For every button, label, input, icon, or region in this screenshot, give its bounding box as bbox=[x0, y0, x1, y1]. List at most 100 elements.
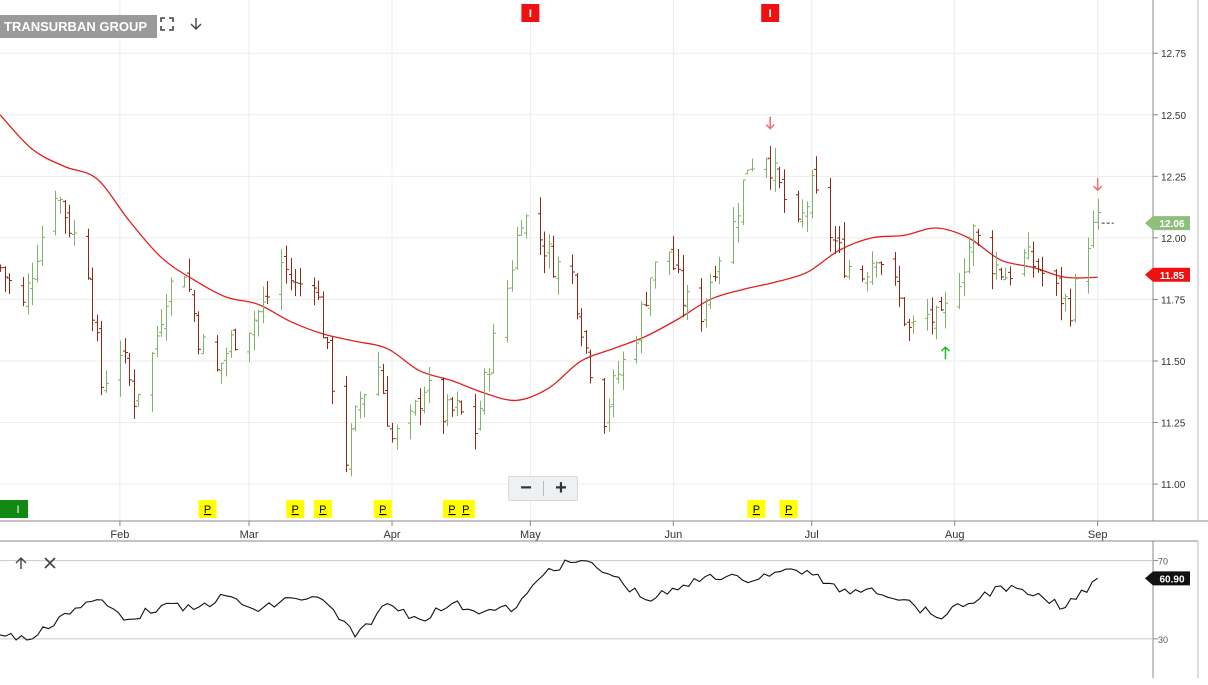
bottom-event-marker-label: P bbox=[462, 504, 469, 516]
ohlc-bar bbox=[293, 269, 298, 297]
ohlc-bar bbox=[911, 315, 916, 335]
expand-icon[interactable] bbox=[158, 17, 176, 35]
bottom-event-marker-label: P bbox=[319, 504, 326, 516]
ohlc-bar bbox=[902, 297, 907, 327]
ohlc-bar bbox=[284, 245, 289, 284]
ohlc-bar bbox=[418, 388, 423, 426]
bottom-event-marker-label: P bbox=[448, 504, 455, 516]
ohlc-bar bbox=[897, 265, 902, 308]
ohlc-bar bbox=[219, 362, 224, 384]
ohlc-bar bbox=[53, 190, 58, 236]
top-event-marker-box bbox=[761, 4, 780, 22]
symbol-title-badge[interactable]: TRANSURBAN GROUP bbox=[0, 15, 157, 38]
ohlc-bar bbox=[256, 309, 261, 337]
ohlc-bar bbox=[7, 273, 12, 295]
ohlc-bar bbox=[676, 248, 681, 274]
ohlc-bar bbox=[478, 400, 483, 431]
ohlc-bar bbox=[879, 261, 884, 275]
ohlc-bar bbox=[967, 236, 972, 274]
last-price-flag-text: 12.06 bbox=[1159, 219, 1184, 230]
indicator-value-flag-shape bbox=[1145, 571, 1190, 586]
ohlc-bar bbox=[90, 267, 95, 332]
ohlc-bar bbox=[588, 349, 593, 384]
ohlc-bar bbox=[538, 197, 543, 255]
bottom-event-marker: P bbox=[373, 500, 392, 518]
ohlc-bar bbox=[810, 169, 815, 219]
bottom-event-marker: P bbox=[198, 500, 217, 518]
ohlc-bar bbox=[321, 291, 326, 339]
ohlc-bar bbox=[63, 200, 68, 234]
y-tick-label: 12.00 bbox=[1161, 234, 1186, 245]
x-tick-label: Aug bbox=[945, 529, 965, 541]
ohlc-bar bbox=[215, 335, 220, 372]
ohlc-bar bbox=[349, 423, 354, 477]
zoom-separator bbox=[543, 481, 544, 496]
ohlc-bar bbox=[745, 169, 750, 175]
indicator-value-flag: 60.90 bbox=[1145, 571, 1190, 586]
ohlc-bar bbox=[957, 272, 962, 310]
ohlc-bar bbox=[491, 323, 496, 374]
bottom-event-marker: P bbox=[747, 500, 766, 518]
ohlc-bar bbox=[764, 157, 769, 178]
ohlc-bar bbox=[1059, 267, 1064, 321]
ohlc-bar bbox=[26, 273, 31, 315]
ohlc-bar bbox=[86, 228, 91, 280]
ohlc-bar bbox=[229, 330, 234, 358]
ohlc-bar bbox=[408, 404, 413, 440]
ohlc-bar bbox=[1096, 198, 1101, 230]
bottom-event-marker-label: I bbox=[16, 504, 19, 516]
bottom-event-marker-label: P bbox=[379, 504, 386, 516]
ohlc-bar bbox=[999, 267, 1004, 280]
ohlc-bar bbox=[907, 318, 912, 341]
ohlc-bar bbox=[524, 214, 529, 239]
top-event-marker: I bbox=[521, 4, 540, 22]
ohlc-bar bbox=[833, 226, 838, 254]
x-tick-label: Jun bbox=[664, 529, 682, 541]
ohlc-bar bbox=[95, 314, 100, 342]
ohlc-bar bbox=[865, 272, 870, 292]
zoom-control: − + bbox=[508, 476, 578, 501]
ohlc-bar bbox=[445, 394, 450, 427]
y-tick-label: 12.50 bbox=[1161, 111, 1186, 122]
price-grid bbox=[0, 0, 1153, 521]
ohlc-bar bbox=[233, 328, 238, 351]
x-tick-label: Jul bbox=[805, 529, 819, 541]
ohlc-bar bbox=[132, 369, 137, 420]
ohlc-bar bbox=[584, 330, 589, 354]
y-tick-label: 12.75 bbox=[1161, 49, 1186, 60]
ohlc-bar bbox=[842, 222, 847, 278]
arrow-down-signal-shape bbox=[1093, 178, 1103, 192]
arrow-up-icon[interactable] bbox=[13, 556, 29, 574]
ohlc-bar bbox=[123, 338, 128, 364]
ohlc-bar bbox=[1022, 249, 1027, 277]
ohlc-bar bbox=[21, 277, 26, 307]
ohlc-bar bbox=[1036, 258, 1041, 273]
zoom-in-button[interactable]: + bbox=[555, 477, 567, 499]
x-tick-label: May bbox=[520, 529, 541, 541]
moving-average-flag: 11.85 bbox=[1145, 267, 1190, 282]
bottom-event-marker: P bbox=[456, 500, 475, 518]
bottom-event-marker: P bbox=[286, 500, 305, 518]
arrow-up-signal-icon bbox=[940, 346, 950, 360]
ohlc-bar bbox=[990, 230, 995, 290]
y-tick-label: 11.25 bbox=[1161, 419, 1186, 430]
ohlc-bar bbox=[551, 235, 556, 278]
ohlc-bar bbox=[30, 262, 35, 306]
ohlc-bar bbox=[362, 393, 367, 417]
close-icon[interactable] bbox=[42, 556, 58, 574]
ohlc-bar bbox=[731, 207, 736, 264]
ohlc-bar bbox=[196, 311, 201, 355]
ohlc-bar bbox=[450, 396, 455, 417]
ohlc-bar bbox=[99, 320, 104, 395]
ohlc-bar bbox=[344, 375, 349, 473]
ohlc-bar bbox=[261, 286, 266, 324]
ohlc-bar bbox=[837, 226, 842, 254]
ohlc-bar bbox=[796, 190, 801, 223]
ohlc-bar bbox=[510, 260, 515, 292]
ohlc-bar bbox=[150, 351, 155, 413]
bottom-event-marker-box bbox=[0, 500, 28, 518]
zoom-out-button[interactable]: − bbox=[520, 477, 532, 499]
arrow-down-icon[interactable] bbox=[187, 17, 205, 35]
y-tick-label: 11.50 bbox=[1161, 357, 1186, 368]
x-tick-label: Feb bbox=[110, 529, 129, 541]
